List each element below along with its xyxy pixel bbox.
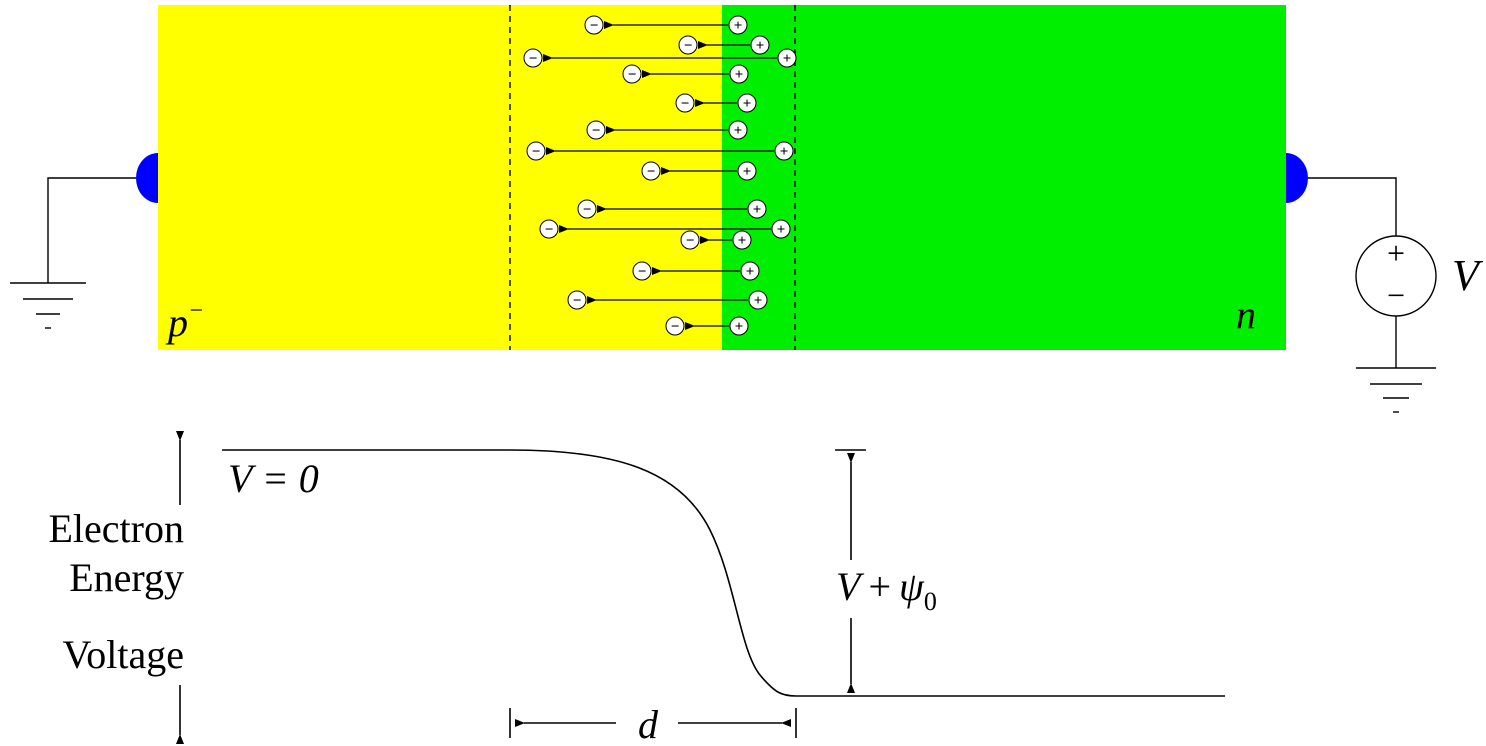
negative-charge [586,120,606,140]
p-type-label: p− [165,298,204,345]
negative-charge [539,219,559,239]
negative-charge-sign: − [583,202,592,218]
left-wire [47,177,136,283]
n-type-label: n [1236,292,1256,337]
positive-charge-sign: + [738,233,747,249]
negative-charge [678,35,698,55]
positive-charge [729,64,749,84]
positive-charge [747,199,767,219]
positive-charge [750,35,770,55]
positive-charge-sign: + [780,144,789,160]
negative-charge-sign: − [590,18,599,34]
source-voltage-label: V [1452,251,1484,300]
positive-charge-sign: + [743,96,752,112]
negative-charge [526,141,546,161]
axis-label-energy: Energy [69,555,184,600]
n-contact [1286,153,1308,203]
right-wire-top [1308,177,1397,236]
negative-charge [675,93,695,113]
positive-charge-sign: + [777,222,786,238]
negative-charge [641,161,661,181]
positive-charge-sign: + [735,67,744,83]
positive-charge [728,15,748,35]
positive-charge-sign: + [743,164,752,180]
negative-charge-sign: − [532,144,541,160]
negative-charge-sign: − [681,96,690,112]
energy-diagram: V = 0 Electron Energy Voltage V + ψ0 d [49,431,1225,746]
negative-charge-sign: − [686,233,695,249]
positive-charge [774,141,794,161]
negative-charge-sign: − [529,51,538,67]
v-zero-label: V = 0 [228,456,319,501]
positive-charge [728,120,748,140]
negative-charge-sign: − [545,222,554,238]
p-region [158,5,722,350]
energy-curve [222,449,1225,697]
negative-charge-sign: − [684,38,693,54]
negative-charge-sign: − [671,319,680,335]
barrier-height-label: V + ψ0 [836,564,937,616]
p-contact [136,153,158,203]
positive-charge-sign: + [734,123,743,139]
negative-charge [622,64,642,84]
positive-charge [737,161,757,181]
positive-charge [729,316,749,336]
positive-charge [737,93,757,113]
axis-label-voltage: Voltage [63,632,184,677]
positive-charge [740,261,760,281]
negative-charge-sign: − [573,293,582,309]
source-minus-sign: − [1387,277,1405,313]
positive-charge [732,230,752,250]
positive-charge [777,48,797,68]
depletion-width-label: d [638,702,659,746]
negative-charge-sign: − [638,264,647,280]
negative-charge [680,230,700,250]
source-plus-sign: + [1387,235,1405,271]
left-ground [10,177,136,329]
axis-label-electron: Electron [49,506,185,551]
right-source [1308,177,1437,413]
positive-charge-sign: + [734,18,743,34]
positive-charge-sign: + [735,319,744,335]
negative-charge [567,290,587,310]
negative-charge [577,199,597,219]
semiconductor-bar: − + − + − + − + − + − + − + − + − + − + − + − + − + − + p− n [158,5,1286,350]
negative-charge-sign: − [647,164,656,180]
negative-charge [632,261,652,281]
negative-charge [584,15,604,35]
negative-charge-sign: − [628,67,637,83]
negative-charge [523,48,543,68]
positive-charge [771,219,791,239]
positive-charge-sign: + [746,264,755,280]
positive-charge-sign: + [754,293,763,309]
positive-charge-sign: + [753,202,762,218]
positive-charge-sign: + [783,51,792,67]
positive-charge [748,290,768,310]
positive-charge-sign: + [756,38,765,54]
n-region [722,5,1286,350]
negative-charge-sign: − [592,123,601,139]
charge-pairs: − + − + − + − + − + − + − + − + − + − + − + − + − + − + [523,15,797,336]
negative-charge [665,316,685,336]
